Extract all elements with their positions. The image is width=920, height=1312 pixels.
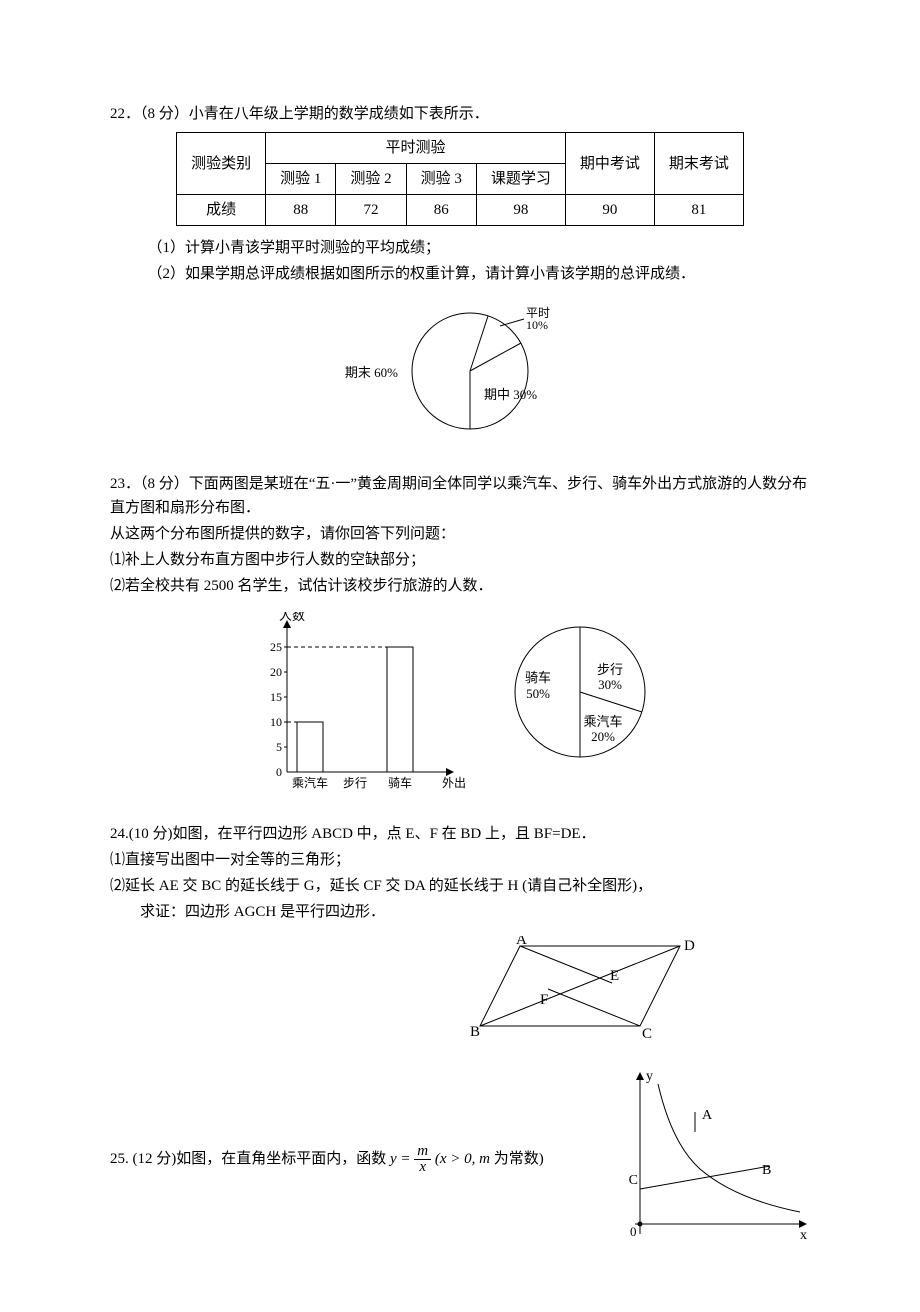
q22-part1: （1）计算小青该学期平时测验的平均成绩；: [110, 236, 810, 260]
q23-pie-chart: 骑车 50% 步行 30% 乘汽车 20%: [495, 612, 675, 782]
ytick-5: 5: [276, 740, 282, 754]
pie-label-usual-l2: 10%: [526, 318, 548, 332]
label-E: E: [610, 968, 619, 984]
xcat-bike: 骑车: [388, 775, 412, 790]
label-C: C: [642, 1026, 652, 1042]
q23-l2: ⑴补上人数分布直方图中步行人数的空缺部分；: [110, 548, 810, 572]
cell-test2: 测验 2: [336, 164, 406, 195]
q25: 25. (12 分)如图，在直角坐标平面内，函数 y = m x (x > 0,…: [110, 1064, 810, 1254]
q24-figure: A D B C F E: [470, 936, 700, 1046]
ytick-10: 10: [270, 715, 282, 729]
grades-table: 测验类别 平时测验 期中考试 期末考试 测验 1 测验 2 测验 3 课题学习 …: [176, 132, 744, 226]
cell-score6: 81: [654, 195, 743, 226]
ytick-20: 20: [270, 665, 282, 679]
cell-final: 期末考试: [654, 133, 743, 195]
cell-midterm: 期中考试: [565, 133, 654, 195]
frac-den: x: [414, 1160, 431, 1175]
label-D: D: [684, 938, 695, 954]
q22: 22．（8 分）小青在八年级上学期的数学成绩如下表所示． 测验类别 平时测验 期…: [110, 102, 810, 454]
cell-score5: 90: [565, 195, 654, 226]
q23-l3: ⑵若全校共有 2500 名学生，试估计该校步行旅游的人数．: [110, 574, 810, 598]
ytick-25: 25: [270, 640, 282, 654]
q25-suffix: 为常数): [490, 1150, 544, 1166]
axis-y: y: [646, 1069, 653, 1084]
axis-x: x: [800, 1228, 807, 1243]
q24-l1: ⑴直接写出图中一对全等的三角形；: [110, 848, 810, 872]
pie-bike-l2: 50%: [526, 686, 550, 701]
q23: 23．（8 分）下面两图是某班在“五·一”黄金周期间全体同学以乘汽车、步行、骑车…: [110, 472, 810, 802]
q25-heading: 25. (12 分)如图，在直角坐标平面内，函数 y = m x (x > 0,…: [110, 1144, 590, 1175]
cell-test3: 测验 3: [406, 164, 476, 195]
q24-l2: ⑵延长 AE 交 BC 的延长线于 G，延长 CF 交 DA 的延长线于 H (…: [110, 874, 810, 898]
q24-heading: 24.(10 分)如图，在平行四边形 ABCD 中，点 E、F 在 BD 上，且…: [110, 822, 810, 846]
cell-score4: 98: [476, 195, 565, 226]
label-A: A: [516, 936, 527, 948]
pie-label-mid: 期中 30%: [484, 387, 537, 402]
frac-num: m: [414, 1144, 431, 1160]
q25-figure: y x 0 A B C: [610, 1064, 810, 1254]
cell-usual-tests: 平时测验: [266, 133, 566, 164]
q25-formula: y =: [390, 1150, 414, 1166]
cell-score1: 88: [266, 195, 336, 226]
q22-part2: （2）如果学期总评成绩根据如图所示的权重计算，请计算小青该学期的总评成绩．: [110, 262, 810, 286]
xcat-bus: 乘汽车: [292, 775, 328, 790]
cell-test-type: 测验类别: [177, 133, 266, 195]
cell-score3: 86: [406, 195, 476, 226]
q24: 24.(10 分)如图，在平行四边形 ABCD 中，点 E、F 在 BD 上，且…: [110, 822, 810, 1046]
q23-l1: 从这两个分布图所提供的数字，请你回答下列问题：: [110, 522, 810, 546]
q25-prefix: 25. (12 分)如图，在直角坐标平面内，函数: [110, 1150, 390, 1166]
ytick-0: 0: [276, 765, 282, 779]
pie-bike-l1: 骑车: [525, 670, 551, 685]
label-B: B: [762, 1163, 771, 1178]
cell-score-label: 成绩: [177, 195, 266, 226]
bar-ylabel: 人数: [279, 612, 305, 623]
pie-bus-l1: 乘汽车: [583, 714, 622, 729]
cell-test1: 测验 1: [266, 164, 336, 195]
label-F: F: [540, 992, 548, 1008]
table-row: 成绩 88 72 86 98 90 81: [177, 195, 744, 226]
pie-bus-l2: 20%: [591, 729, 615, 744]
pie-walk-l1: 步行: [597, 662, 623, 677]
label-B: B: [470, 1024, 480, 1040]
q23-bar-chart: 人数 0 5 10 15 20 25: [245, 612, 465, 802]
q25-cond: (x > 0, m: [435, 1150, 490, 1166]
cell-score2: 72: [336, 195, 406, 226]
ytick-15: 15: [270, 690, 282, 704]
pie-walk-l2: 30%: [598, 677, 622, 692]
table-row: 测验类别 平时测验 期中考试 期末考试: [177, 133, 744, 164]
q24-l3: 求证：四边形 AGCH 是平行四边形．: [110, 900, 810, 924]
pie-label-final: 期末 60%: [345, 365, 398, 380]
cell-topic: 课题学习: [476, 164, 565, 195]
q22-pie-chart: 期末 60% 期中 30% 平时 10%: [110, 296, 810, 454]
label-C: C: [629, 1173, 638, 1188]
q23-heading: 23．（8 分）下面两图是某班在“五·一”黄金周期间全体同学以乘汽车、步行、骑车…: [110, 472, 810, 520]
xcat-walk: 步行: [343, 776, 367, 790]
label-A: A: [702, 1108, 713, 1123]
axis-o: 0: [630, 1224, 637, 1239]
bar-xlabel: 外出方式: [442, 775, 465, 790]
q22-heading: 22．（8 分）小青在八年级上学期的数学成绩如下表所示．: [110, 102, 810, 126]
